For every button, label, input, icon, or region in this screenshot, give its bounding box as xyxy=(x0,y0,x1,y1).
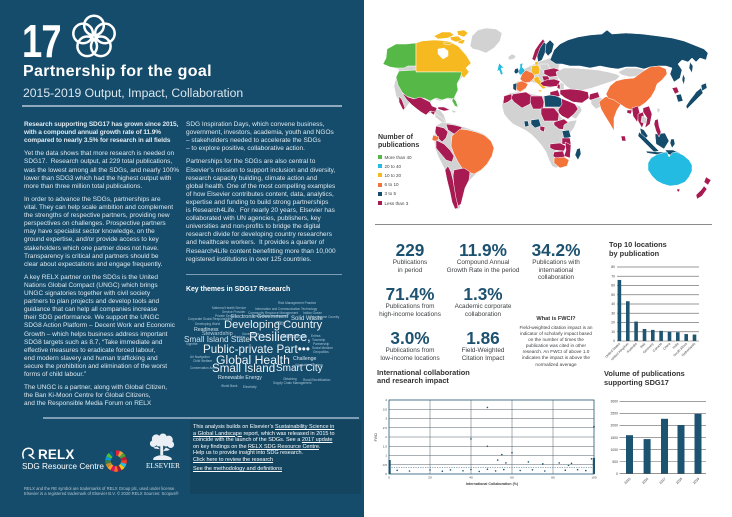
svg-text:1.5: 1.5 xyxy=(383,444,388,448)
svg-text:0: 0 xyxy=(616,472,618,476)
svg-text:India: India xyxy=(672,342,680,350)
svg-text:China: China xyxy=(662,342,671,351)
svg-text:2015: 2015 xyxy=(624,477,632,485)
svg-text:80: 80 xyxy=(611,265,615,269)
svg-text:2000: 2000 xyxy=(610,424,618,428)
svg-text:20: 20 xyxy=(428,476,432,480)
svg-text:80: 80 xyxy=(551,476,555,480)
svg-text:3.5: 3.5 xyxy=(383,407,388,411)
svg-text:60: 60 xyxy=(510,476,514,480)
svg-text:1500: 1500 xyxy=(610,436,618,440)
svg-text:2: 2 xyxy=(385,435,387,439)
svg-text:0: 0 xyxy=(613,339,615,343)
svg-text:2.5: 2.5 xyxy=(383,426,388,430)
svg-text:2019: 2019 xyxy=(692,477,700,485)
svg-text:Italy: Italy xyxy=(639,342,646,349)
svg-text:3000: 3000 xyxy=(610,400,618,404)
svg-text:0.5: 0.5 xyxy=(383,463,388,467)
svg-text:3: 3 xyxy=(385,417,387,421)
svg-text:1: 1 xyxy=(385,454,387,458)
svg-text:500: 500 xyxy=(612,460,618,464)
svg-text:1000: 1000 xyxy=(610,448,618,452)
svg-text:40: 40 xyxy=(611,302,615,306)
svg-text:60: 60 xyxy=(611,284,615,288)
svg-text:50: 50 xyxy=(611,293,615,297)
svg-text:10: 10 xyxy=(611,330,615,334)
svg-text:2016: 2016 xyxy=(641,477,649,485)
svg-text:2018: 2018 xyxy=(675,477,683,485)
svg-text:0: 0 xyxy=(388,476,390,480)
svg-text:2017: 2017 xyxy=(659,477,667,485)
svg-text:Canada: Canada xyxy=(652,342,663,353)
svg-text:4: 4 xyxy=(385,398,387,402)
svg-text:20: 20 xyxy=(611,321,615,325)
svg-text:70: 70 xyxy=(611,274,615,278)
svg-text:100: 100 xyxy=(591,476,596,480)
svg-text:40: 40 xyxy=(469,476,473,480)
svg-text:0: 0 xyxy=(385,472,387,476)
svg-text:30: 30 xyxy=(611,311,615,315)
svg-text:International Collaboration (%: International Collaboration (%) xyxy=(466,482,519,486)
svg-text:FWCI: FWCI xyxy=(374,433,378,442)
svg-text:2500: 2500 xyxy=(610,412,618,416)
